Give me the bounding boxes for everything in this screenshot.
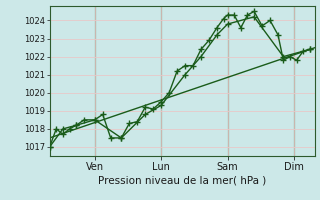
X-axis label: Pression niveau de la mer( hPa ): Pression niveau de la mer( hPa ) <box>98 176 267 186</box>
